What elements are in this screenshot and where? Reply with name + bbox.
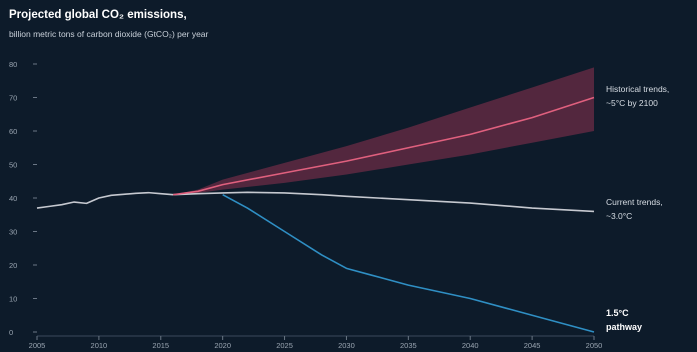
y-tick-label: 10 [9, 295, 17, 304]
annotation-historical-line1: Historical trends, [606, 84, 669, 94]
chart-subtitle: billion metric tons of carbon dioxide (G… [9, 29, 209, 39]
series-line-3 [36, 191, 174, 209]
annotations: Historical trends, ~5°C by 2100 Current … [606, 84, 669, 332]
chart-title: Projected global CO₂ emissions, [9, 9, 187, 21]
x-tick-label: 2045 [524, 341, 541, 350]
y-tick-label: 30 [9, 228, 17, 237]
series-line-0 [173, 96, 595, 196]
annotation-pathway-line2: pathway [606, 322, 642, 332]
annotation-current-line1: Current trends, [606, 197, 663, 207]
uncertainty-band [173, 67, 594, 195]
x-tick-label: 2040 [462, 341, 479, 350]
x-tick-label: 2005 [29, 341, 46, 350]
y-tick-label: 40 [9, 194, 17, 203]
x-tick-label: 2010 [91, 341, 108, 350]
annotation-historical-line2: ~5°C by 2100 [606, 98, 658, 108]
annotation-pathway-line1: 1.5°C [606, 308, 629, 318]
y-tick-label: 0 [9, 328, 13, 337]
y-tick-label: 50 [9, 161, 17, 170]
y-tick-label: 60 [9, 127, 17, 136]
x-tick-label: 2020 [214, 341, 231, 350]
y-tick-label: 80 [9, 60, 17, 69]
annotation-current-line2: ~3.0°C [606, 211, 632, 221]
series-line-1 [173, 191, 595, 213]
x-tick-label: 2035 [400, 341, 417, 350]
x-tick-label: 2015 [152, 341, 169, 350]
y-tick-label: 20 [9, 261, 17, 270]
x-tick-label: 2030 [338, 341, 355, 350]
y-axis: 0 10 20 30 40 50 60 70 80 [9, 60, 37, 337]
x-tick-label: 2050 [586, 341, 603, 350]
y-tick-label: 70 [9, 94, 17, 103]
x-axis: 2005 2010 2015 2020 2025 2030 2035 2040 2045 2050 [29, 335, 603, 350]
x-tick-label: 2025 [276, 341, 293, 350]
plot-area [36, 67, 595, 333]
series-line-2 [222, 193, 595, 333]
